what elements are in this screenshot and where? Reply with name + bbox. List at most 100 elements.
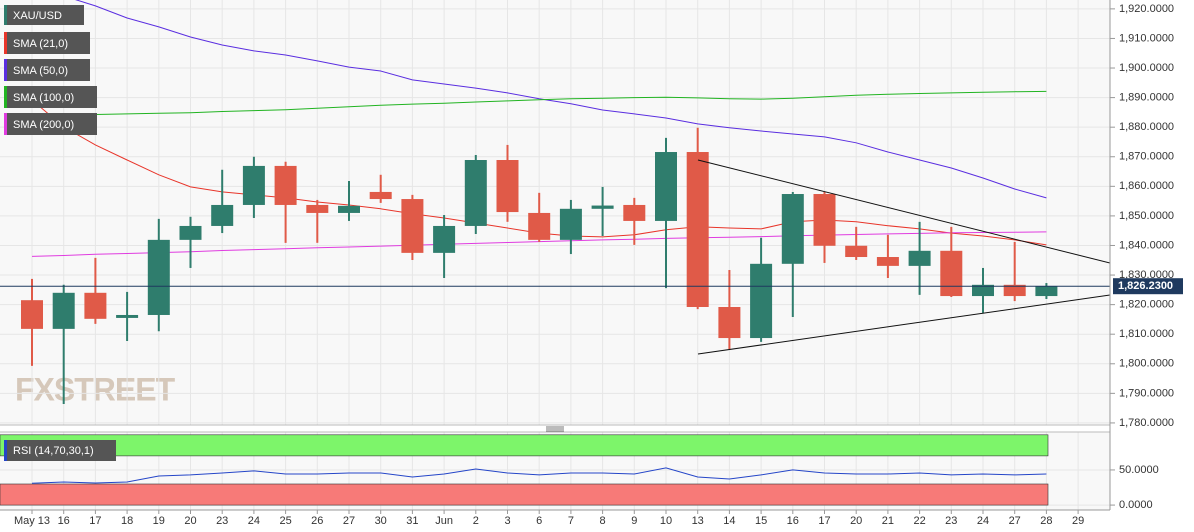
axes: May 13 16 17 18 19 20 23 24 25 26 27 30 31 Jun 2 3 6 7 8 9 1… bbox=[14, 3, 1183, 527]
x-tick-label: 16 bbox=[787, 515, 799, 527]
x-tick-label: 14 bbox=[723, 515, 735, 527]
x-tick-label: 9 bbox=[631, 515, 637, 527]
legend-box bbox=[4, 113, 97, 135]
y-tick-label: 1,920.0000 bbox=[1119, 3, 1174, 15]
legend-label: SMA (50,0) bbox=[13, 65, 68, 77]
legend-box bbox=[4, 440, 116, 461]
legend-swatch bbox=[4, 440, 7, 461]
legend-swatch bbox=[4, 59, 7, 81]
candle-body bbox=[1035, 286, 1058, 297]
rsi-line bbox=[31, 467, 1047, 484]
candle-body bbox=[940, 250, 963, 297]
y-tick-label: 1,790.0000 bbox=[1119, 387, 1174, 399]
candle-body bbox=[655, 152, 677, 221]
x-tick-label: 17 bbox=[89, 515, 101, 527]
x-tick-label: 2 bbox=[473, 515, 479, 527]
candle-body bbox=[84, 292, 107, 319]
candle-body bbox=[179, 225, 202, 240]
x-tick-label: 17 bbox=[818, 515, 830, 527]
candle-body bbox=[242, 165, 265, 205]
x-tick-label: 27 bbox=[1009, 515, 1021, 527]
y-tick-label: 1,860.0000 bbox=[1119, 180, 1174, 192]
x-tick-label: 20 bbox=[184, 515, 196, 527]
legend-box bbox=[4, 86, 97, 108]
legend-label: RSI (14,70,30,1) bbox=[13, 445, 94, 457]
legend-item[interactable]: SMA (100,0) bbox=[4, 86, 97, 108]
legend-swatch bbox=[4, 86, 7, 108]
legend-item[interactable]: SMA (21,0) bbox=[4, 32, 90, 54]
legend-box bbox=[4, 5, 84, 25]
y-tick-label: 1,880.0000 bbox=[1119, 121, 1174, 133]
x-tick-label: 30 bbox=[375, 515, 387, 527]
y-tick-label: 1,800.0000 bbox=[1119, 358, 1174, 370]
legend-item[interactable]: RSI (14,70,30,1) bbox=[4, 440, 116, 461]
x-tick-label: 28 bbox=[1040, 515, 1052, 527]
candle-body bbox=[116, 314, 139, 318]
x-tick-label: 7 bbox=[568, 515, 574, 527]
candle-body bbox=[908, 250, 931, 266]
x-tick-label: 21 bbox=[882, 515, 894, 527]
y-tick-label: 1,850.0000 bbox=[1119, 210, 1174, 222]
candle-body bbox=[1003, 284, 1026, 297]
candle-body bbox=[591, 205, 614, 209]
legend-item[interactable]: SMA (200,0) bbox=[4, 113, 97, 135]
x-tick-label: 29 bbox=[1072, 515, 1084, 527]
candle-body bbox=[750, 263, 773, 339]
x-tick-label: 19 bbox=[153, 515, 165, 527]
divider-handle[interactable] bbox=[546, 426, 564, 432]
candle-body bbox=[528, 212, 551, 240]
legend-label: SMA (100,0) bbox=[13, 92, 74, 104]
x-tick-label: 18 bbox=[121, 515, 133, 527]
price-panel bbox=[0, 0, 1110, 405]
sma-line bbox=[31, 90, 1047, 116]
x-tick-label: 24 bbox=[977, 515, 989, 527]
y-tick-label: 1,870.0000 bbox=[1119, 151, 1174, 163]
candle-body bbox=[496, 160, 519, 213]
x-tick-label: 26 bbox=[311, 515, 323, 527]
y-tick-label: 50.0000 bbox=[1119, 464, 1159, 476]
legend-item[interactable]: XAU/USD bbox=[4, 5, 84, 25]
plot-background bbox=[0, 0, 1110, 425]
x-tick-label: Jun bbox=[435, 515, 453, 527]
y-tick-label: 1,910.0000 bbox=[1119, 32, 1174, 44]
candle-body bbox=[369, 191, 392, 200]
legend-swatch bbox=[4, 32, 7, 54]
y-tick-label: 1,830.0000 bbox=[1119, 269, 1174, 281]
y-tick-label: 1,810.0000 bbox=[1119, 328, 1174, 340]
candle-body bbox=[211, 204, 234, 226]
x-tick-label: 31 bbox=[406, 515, 418, 527]
y-tick-label: 1,820.0000 bbox=[1119, 299, 1174, 311]
x-tick-label: 6 bbox=[536, 515, 542, 527]
x-tick-label: 23 bbox=[216, 515, 228, 527]
candle-body bbox=[623, 204, 646, 221]
legend-box bbox=[4, 32, 90, 54]
candle-body bbox=[845, 245, 868, 258]
candle-body bbox=[401, 199, 424, 253]
legend-label: XAU/USD bbox=[13, 10, 62, 22]
x-tick-label: 13 bbox=[692, 515, 704, 527]
candle-body bbox=[686, 152, 709, 307]
last-price-label: 1,826.2300 bbox=[1118, 280, 1173, 292]
x-tick-label: 10 bbox=[660, 515, 672, 527]
candle-body bbox=[433, 225, 456, 253]
x-tick-label: 16 bbox=[58, 515, 70, 527]
trendline bbox=[697, 294, 1110, 355]
legend-swatch bbox=[4, 113, 7, 135]
trendline bbox=[697, 159, 1110, 264]
y-tick-label: 0.0000 bbox=[1119, 499, 1153, 511]
trendlines bbox=[697, 159, 1110, 355]
candle-body bbox=[876, 257, 899, 266]
legend-box bbox=[4, 59, 90, 81]
candle-body bbox=[559, 208, 582, 240]
candle-body bbox=[338, 205, 360, 213]
sma-line bbox=[75, 0, 1047, 199]
legend-item[interactable]: SMA (50,0) bbox=[4, 59, 90, 81]
last-price-box bbox=[1113, 278, 1183, 295]
x-tick-label: 27 bbox=[343, 515, 355, 527]
candle-body bbox=[21, 300, 43, 329]
rsi-band bbox=[0, 483, 1049, 506]
x-tick-label: 23 bbox=[945, 515, 957, 527]
y-tick-label: 1,900.0000 bbox=[1119, 62, 1174, 74]
x-tick-label: 20 bbox=[850, 515, 862, 527]
x-tick-label: 22 bbox=[913, 515, 925, 527]
